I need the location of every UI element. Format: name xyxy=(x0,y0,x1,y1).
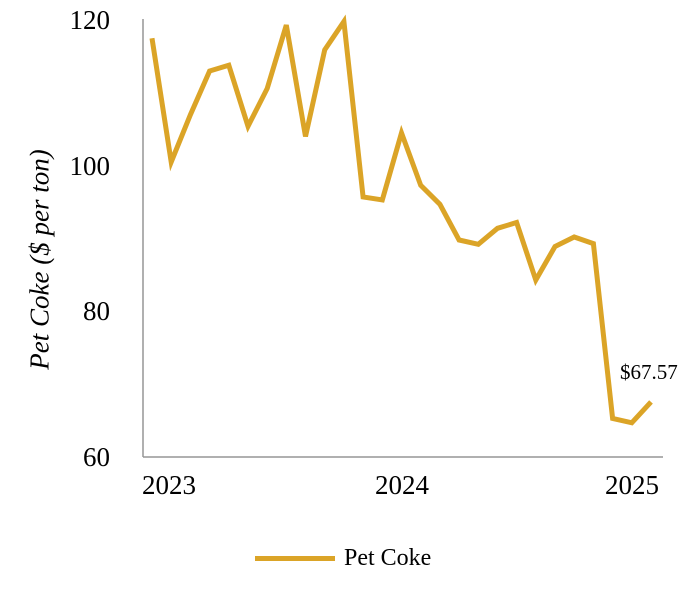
x-tick-label-2025: 2025 xyxy=(605,470,659,500)
legend: Pet Coke xyxy=(255,545,431,571)
x-tick-label-2023: 2023 xyxy=(142,470,196,500)
legend-label: Pet Coke xyxy=(344,545,432,571)
pet-coke-series-line xyxy=(149,14,653,426)
y-tick-label-80: 80 xyxy=(83,296,110,326)
x-tick-label-2024: 2024 xyxy=(375,470,429,500)
y-tick-label-120: 120 xyxy=(69,5,111,35)
y-tick-label-100: 100 xyxy=(69,151,111,181)
legend-line-swatch xyxy=(255,555,335,561)
last-point-value-label: $67.57 xyxy=(620,360,678,384)
y-tick-label-60: 60 xyxy=(83,442,110,472)
